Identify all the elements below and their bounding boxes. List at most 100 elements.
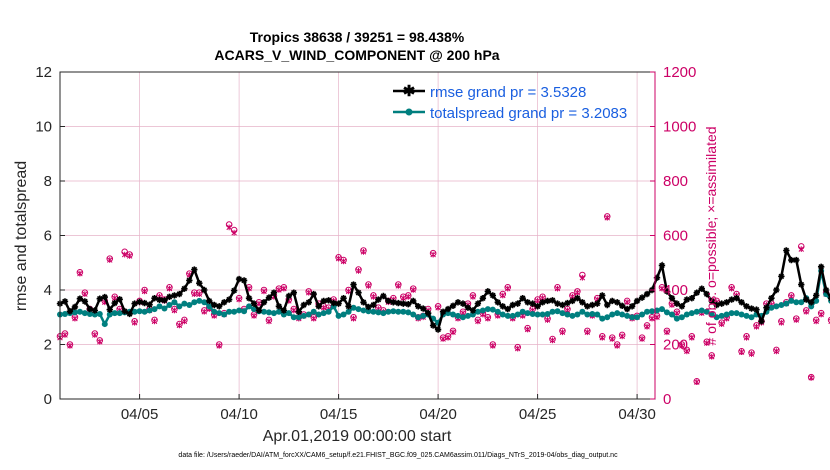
totalspread-point bbox=[176, 303, 183, 310]
rmse-point bbox=[191, 266, 198, 273]
rmse-point bbox=[549, 297, 556, 304]
totalspread-point bbox=[285, 310, 292, 317]
rmse-point bbox=[758, 318, 765, 325]
obs-assimilated-point bbox=[395, 283, 402, 289]
rmse-point bbox=[753, 306, 760, 313]
y2-tick-label: 400 bbox=[663, 282, 688, 299]
totalspread-point bbox=[698, 307, 705, 314]
rmse-point bbox=[315, 303, 322, 310]
totalspread-point bbox=[544, 310, 551, 317]
y-tick-label: 2 bbox=[44, 337, 52, 354]
rmse-point bbox=[280, 307, 288, 314]
rmse-point bbox=[812, 292, 820, 299]
rmse-point bbox=[738, 299, 745, 306]
totalspread-point bbox=[474, 308, 481, 315]
totalspread-point bbox=[728, 310, 735, 317]
rmse-point bbox=[181, 285, 188, 292]
rmse-point bbox=[798, 281, 805, 288]
totalspread-point bbox=[688, 310, 695, 317]
rmse-point bbox=[225, 296, 233, 303]
totalspread-point bbox=[216, 310, 223, 317]
rmse-point bbox=[529, 300, 536, 307]
y-tick-label: 0 bbox=[44, 391, 52, 408]
rmse-point bbox=[61, 298, 69, 305]
totalspread-point bbox=[241, 308, 248, 315]
totalspread-point bbox=[639, 311, 646, 318]
obs-assimilated-point bbox=[251, 313, 257, 319]
obs-assimilated-point bbox=[181, 318, 188, 325]
obs-assimilated-point bbox=[684, 348, 690, 355]
totalspread-point bbox=[464, 312, 471, 319]
rmse-point bbox=[653, 274, 661, 281]
obs-assimilated-point bbox=[644, 323, 650, 330]
rmse-point bbox=[400, 300, 407, 307]
totalspread-point bbox=[260, 308, 267, 315]
totalspread-point bbox=[718, 312, 725, 319]
obs-assimilated-point bbox=[370, 293, 377, 300]
totalspread-point bbox=[683, 311, 690, 318]
obs-assimilated-point bbox=[430, 251, 436, 258]
totalspread-point bbox=[310, 308, 317, 315]
totalspread-point bbox=[61, 310, 68, 317]
obs-assimilated-point bbox=[72, 315, 78, 322]
obs-assimilated-point bbox=[266, 318, 272, 325]
chart-title-line2: ACARS_V_WIND_COMPONENT @ 200 hPa bbox=[214, 47, 499, 63]
totalspread-point bbox=[76, 308, 83, 315]
obs-assimilated-point bbox=[584, 329, 591, 336]
totalspread-point bbox=[529, 310, 536, 317]
totalspread-point bbox=[420, 312, 427, 319]
totalspread-point bbox=[539, 311, 546, 318]
obs-assimilated-point bbox=[410, 287, 416, 293]
obs-assimilated-point bbox=[201, 308, 208, 315]
obs-assimilated-point bbox=[305, 289, 312, 296]
rmse-point bbox=[574, 294, 581, 302]
totalspread-point bbox=[733, 310, 740, 317]
totalspread-point bbox=[231, 308, 238, 315]
rmse-point bbox=[464, 304, 472, 311]
obs-assimilated-point bbox=[574, 289, 581, 296]
totalspread-point bbox=[116, 310, 123, 317]
obs-assimilated-point bbox=[345, 288, 352, 295]
obs-assimilated-point bbox=[738, 349, 745, 356]
totalspread-point bbox=[131, 308, 138, 315]
rmse-point bbox=[96, 295, 103, 302]
totalspread-point bbox=[564, 311, 571, 318]
rmse-point bbox=[215, 303, 223, 310]
rmse-point bbox=[295, 308, 302, 315]
obs-assimilated-point bbox=[500, 292, 506, 299]
rmse-point bbox=[713, 301, 720, 309]
obs-assimilated-point bbox=[440, 336, 446, 342]
rmse-point bbox=[439, 308, 447, 315]
rmse-point bbox=[156, 296, 163, 304]
rmse-point bbox=[136, 298, 143, 306]
rmse-point bbox=[201, 286, 208, 294]
totalspread-point bbox=[365, 308, 372, 315]
obs-assimilated-point bbox=[639, 336, 645, 342]
rmse-point bbox=[405, 300, 412, 308]
obs-assimilated-point bbox=[743, 334, 750, 341]
rmse-point bbox=[803, 296, 810, 303]
obs-assimilated-point bbox=[226, 224, 232, 231]
totalspread-point bbox=[101, 321, 108, 328]
rmse-point bbox=[206, 297, 213, 305]
rmse-point bbox=[310, 290, 317, 298]
obs-assimilated-point bbox=[82, 291, 88, 297]
y-tick-label: 10 bbox=[35, 119, 52, 136]
rmse-point bbox=[454, 299, 462, 306]
obs-assimilated-point bbox=[803, 308, 809, 315]
rmse-point bbox=[260, 299, 268, 306]
rmse-point bbox=[325, 297, 332, 304]
rmse-point bbox=[514, 300, 521, 307]
totalspread-point bbox=[509, 312, 516, 319]
totalspread-point bbox=[146, 307, 153, 314]
y2-tick-label: 0 bbox=[663, 391, 671, 408]
y2-tick-label: 1000 bbox=[663, 119, 696, 136]
totalspread-point bbox=[375, 309, 382, 316]
totalspread-point bbox=[589, 310, 596, 317]
obs-assimilated-point bbox=[231, 229, 237, 236]
rmse-point bbox=[544, 297, 551, 305]
totalspread-point bbox=[793, 299, 800, 306]
obs-assimilated-point bbox=[485, 315, 491, 322]
rmse-point bbox=[564, 299, 571, 307]
rmse-point bbox=[360, 299, 367, 306]
